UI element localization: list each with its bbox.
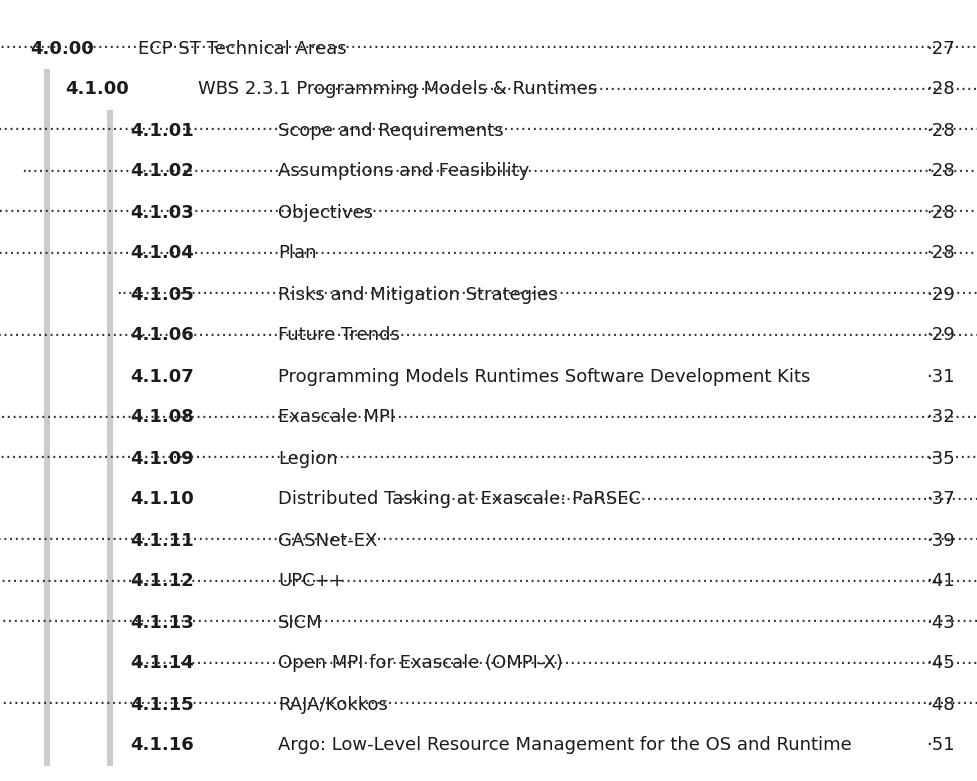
Text: 4.1.10: 4.1.10 [130, 490, 193, 508]
Text: WBS 2.3.1 Programming Models & Runtimes: WBS 2.3.1 Programming Models & Runtimes [198, 80, 597, 98]
Text: ECP ST Technical Areas: ECP ST Technical Areas [138, 40, 347, 58]
Text: ·28: ·28 [926, 244, 955, 262]
Text: 4.1.02: 4.1.02 [130, 162, 193, 180]
Text: SICM: SICM [278, 614, 322, 632]
Text: ·43: ·43 [926, 614, 955, 632]
Text: ·41: ·41 [926, 572, 955, 590]
Text: 4.1.15: 4.1.15 [130, 696, 193, 714]
Text: ·28: ·28 [926, 204, 955, 222]
Text: ·32: ·32 [926, 408, 955, 426]
Text: ·28: ·28 [926, 80, 955, 98]
Text: 4.1.08: 4.1.08 [130, 408, 193, 426]
Text: Open MPI for Exascale (OMPI-X): Open MPI for Exascale (OMPI-X) [278, 654, 563, 672]
Text: 4.1.13: 4.1.13 [130, 614, 193, 632]
Text: ················································································: ········································… [312, 80, 977, 98]
Text: ·29: ·29 [926, 326, 955, 344]
Text: Risks and Mitigation Strategies: Risks and Mitigation Strategies [278, 286, 558, 304]
Text: 4.0.00: 4.0.00 [30, 40, 94, 58]
Text: RAJA/Kokkos: RAJA/Kokkos [278, 696, 388, 714]
Text: ·51: ·51 [926, 736, 955, 754]
Text: ·29: ·29 [926, 286, 955, 304]
Text: ·28: ·28 [926, 122, 955, 140]
Text: 4.1.06: 4.1.06 [130, 326, 193, 344]
Text: ·35: ·35 [926, 450, 955, 468]
Text: Scope and Requirements: Scope and Requirements [278, 122, 503, 140]
Text: Programming Models Runtimes Software Development Kits: Programming Models Runtimes Software Dev… [278, 368, 810, 386]
Text: ················································································: ········································… [0, 614, 977, 632]
Text: UPC++: UPC++ [278, 572, 345, 590]
Text: ·31: ·31 [926, 368, 955, 386]
Text: ················································································: ········································… [0, 408, 977, 426]
Text: 4.1.09: 4.1.09 [130, 450, 193, 468]
Text: ·37: ·37 [926, 490, 955, 508]
Text: ················································································: ········································… [0, 204, 977, 222]
Text: ················································································: ········································… [0, 40, 977, 58]
Text: 4.1.07: 4.1.07 [130, 368, 193, 386]
Text: ·48: ·48 [926, 696, 955, 714]
Text: 4.1.00: 4.1.00 [65, 80, 129, 98]
Text: Exascale MPI: Exascale MPI [278, 408, 395, 426]
Text: ················································································: ········································… [0, 532, 977, 550]
Text: ·27: ·27 [926, 40, 955, 58]
Text: 4.1.12: 4.1.12 [130, 572, 193, 590]
Text: Plan: Plan [278, 244, 317, 262]
Text: 4.1.16: 4.1.16 [130, 736, 193, 754]
Text: Future Trends: Future Trends [278, 326, 400, 344]
Text: Argo: Low-Level Resource Management for the OS and Runtime: Argo: Low-Level Resource Management for … [278, 736, 852, 754]
Text: ················································································: ········································… [133, 654, 977, 672]
Text: 4.1.11: 4.1.11 [130, 532, 193, 550]
Text: ················································································: ········································… [0, 450, 977, 468]
Text: GASNet-EX: GASNet-EX [278, 532, 377, 550]
Text: Assumptions and Feasibility: Assumptions and Feasibility [278, 162, 530, 180]
Text: Legion: Legion [278, 450, 338, 468]
Text: ·39: ·39 [926, 532, 955, 550]
Text: 4.1.01: 4.1.01 [130, 122, 193, 140]
Text: ················································································: ········································… [0, 122, 977, 140]
Text: Distributed Tasking at Exascale: PaRSEC: Distributed Tasking at Exascale: PaRSEC [278, 490, 641, 508]
Text: ················································································: ········································… [0, 326, 977, 344]
Text: ·28: ·28 [926, 162, 955, 180]
Text: Objectives: Objectives [278, 204, 373, 222]
Text: ················································································: ········································… [0, 244, 977, 262]
Text: ················································································: ········································… [116, 286, 977, 304]
Bar [44, 69, 50, 766]
Text: ················································································: ········································… [0, 572, 977, 590]
Text: 4.1.03: 4.1.03 [130, 204, 193, 222]
Text: ················································································: ········································… [0, 696, 977, 714]
Text: 4.1.04: 4.1.04 [130, 244, 193, 262]
Text: 4.1.05: 4.1.05 [130, 286, 193, 304]
Text: ················································································: ········································… [21, 162, 977, 180]
Bar [107, 110, 113, 766]
Text: ················································································: ········································… [399, 490, 977, 508]
Text: 4.1.14: 4.1.14 [130, 654, 193, 672]
Text: ·45: ·45 [926, 654, 955, 672]
